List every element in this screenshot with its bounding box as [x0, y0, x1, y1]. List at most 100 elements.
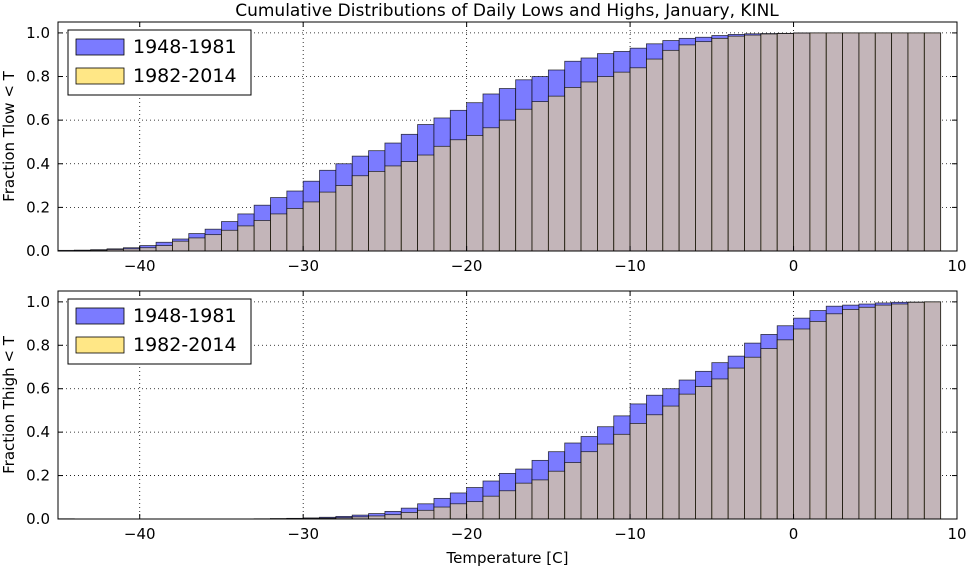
bar-series-b — [794, 33, 810, 251]
bar-series-b — [499, 120, 515, 251]
y-tick-label: 0.2 — [26, 198, 50, 216]
bar-series-b — [646, 59, 662, 251]
y-tick-label: 0.0 — [26, 510, 50, 528]
bar-series-b — [663, 406, 679, 519]
bar-series-b — [908, 33, 924, 251]
bar-series-b — [532, 102, 548, 251]
y-tick-label: 0.0 — [26, 242, 50, 260]
bar-series-b — [892, 304, 908, 519]
bar-series-b — [745, 35, 761, 251]
chart-title: Cumulative Distributions of Daily Lows a… — [235, 1, 779, 21]
bar-series-b — [810, 33, 826, 251]
bar-series-b — [401, 512, 417, 519]
y-tick-label: 0.8 — [26, 336, 50, 354]
bar-series-b — [385, 166, 401, 251]
bar-series-b — [777, 340, 793, 519]
bar-series-b — [172, 241, 188, 251]
bar-series-b — [483, 128, 499, 251]
legend-swatch — [76, 337, 124, 353]
bar-series-b — [467, 135, 483, 251]
x-tick-label: −30 — [287, 257, 319, 275]
y-tick-label: 0.6 — [26, 380, 50, 398]
bar-series-b — [434, 507, 450, 519]
bar-series-b — [597, 444, 613, 519]
bar-series-b — [565, 463, 581, 519]
legend-label: 1982-2014 — [133, 65, 237, 87]
y-tick-label: 1.0 — [26, 24, 50, 42]
legend-swatch — [76, 39, 124, 55]
x-tick-label: −20 — [451, 257, 483, 275]
bar-series-b — [189, 238, 205, 251]
bar-series-b — [679, 394, 695, 519]
y-tick-label: 0.8 — [26, 68, 50, 86]
bar-series-b — [336, 186, 352, 251]
x-tick-label: −10 — [614, 257, 646, 275]
bar-series-b — [875, 33, 891, 251]
x-tick-label: −20 — [451, 525, 483, 543]
bar-series-b — [728, 36, 744, 251]
bar-series-b — [597, 77, 613, 251]
bar-series-b — [826, 33, 842, 251]
bar-series-b — [712, 38, 728, 251]
bar-series-b — [614, 434, 630, 519]
x-tick-label: 0 — [789, 525, 799, 543]
y-tick-label: 0.2 — [26, 467, 50, 485]
x-tick-label: 10 — [947, 525, 966, 543]
bar-series-b — [646, 415, 662, 519]
y-tick-label: 1.0 — [26, 293, 50, 311]
bar-series-b — [270, 214, 286, 251]
bar-series-b — [418, 155, 434, 251]
bar-series-b — [630, 423, 646, 519]
bar-series-b — [843, 309, 859, 519]
bar-series-b — [532, 480, 548, 519]
bar-series-b — [548, 96, 564, 251]
bar-series-b — [483, 496, 499, 519]
legend-label: 1948-1981 — [133, 305, 237, 327]
bar-series-b — [777, 34, 793, 251]
y-axis-label: Fraction Thigh < T — [0, 335, 18, 474]
bar-series-b — [499, 491, 515, 519]
bar-series-b — [794, 329, 810, 519]
bar-series-b — [859, 307, 875, 519]
bar-series-b — [581, 452, 597, 519]
bar-series-b — [516, 109, 532, 251]
bar-series-b — [434, 146, 450, 251]
bar-series-b — [287, 208, 303, 251]
x-tick-label: −30 — [287, 525, 319, 543]
legend-swatch — [76, 308, 124, 324]
bar-series-b — [303, 202, 319, 251]
bar-series-b — [548, 471, 564, 519]
bar-series-b — [614, 72, 630, 251]
bar-series-b — [810, 321, 826, 519]
x-tick-label: −40 — [124, 525, 156, 543]
bar-series-b — [712, 379, 728, 519]
y-tick-label: 0.6 — [26, 111, 50, 129]
x-axis-label: Temperature [C] — [446, 549, 569, 567]
bar-series-b — [924, 302, 940, 519]
bar-series-b — [695, 42, 711, 251]
bar-series-b — [679, 45, 695, 251]
bar-series-b — [728, 368, 744, 519]
bar-series-b — [369, 171, 385, 251]
bar-series-b — [156, 246, 172, 251]
bar-series-b — [924, 33, 940, 251]
bar-series-b — [450, 140, 466, 251]
bar-series-b — [761, 349, 777, 519]
bar-series-b — [581, 82, 597, 251]
bar-series-b — [238, 226, 254, 251]
bar-series-b — [467, 502, 483, 519]
bar-series-b — [761, 34, 777, 251]
bar-series-b — [892, 33, 908, 251]
bar-series-b — [221, 230, 237, 251]
bar-series-b — [875, 305, 891, 519]
bar-series-b — [565, 87, 581, 251]
x-tick-label: 0 — [789, 257, 799, 275]
bar-series-b — [254, 220, 270, 251]
y-axis-label: Fraction Tlow < T — [0, 70, 18, 202]
